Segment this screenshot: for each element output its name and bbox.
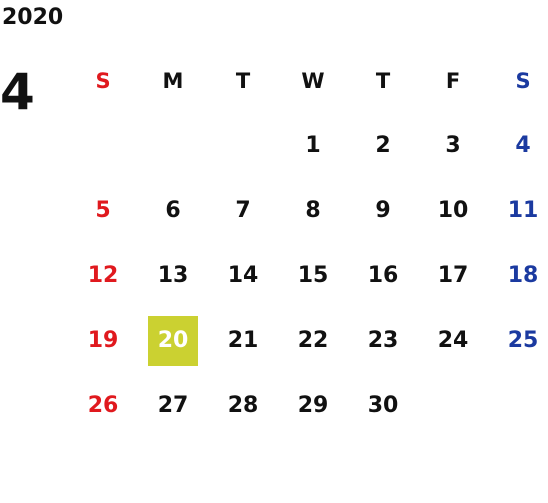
day-cell <box>488 373 548 438</box>
weekday-header-sun: S <box>95 68 111 93</box>
day-cell[interactable]: 1 <box>305 133 321 158</box>
day-cell[interactable]: 28 <box>227 393 259 418</box>
today-highlight: 20 <box>148 315 198 366</box>
day-cell[interactable]: 14 <box>227 263 259 288</box>
day-cell[interactable]: 15 <box>297 263 329 288</box>
weekday-header-thu: T <box>375 68 391 93</box>
day-cell[interactable]: 19 <box>87 328 119 353</box>
month-label: 4 <box>0 63 35 121</box>
day-cell[interactable]: 25 <box>507 328 539 353</box>
day-cell[interactable]: 18 <box>507 263 539 288</box>
today-cell[interactable]: 20 <box>138 308 208 373</box>
weekday-header-fri: F <box>445 68 461 93</box>
day-cell[interactable]: 27 <box>157 393 189 418</box>
day-cell[interactable]: 21 <box>227 328 259 353</box>
day-cell[interactable]: 8 <box>305 198 321 223</box>
day-cell[interactable]: 30 <box>367 393 399 418</box>
calendar-grid: S M T W T F S 1 2 3 4 5 6 7 8 9 10 11 12… <box>68 48 548 438</box>
day-cell[interactable]: 6 <box>165 198 181 223</box>
day-cell[interactable]: 12 <box>87 263 119 288</box>
day-cell[interactable]: 4 <box>515 133 531 158</box>
day-cell[interactable]: 13 <box>157 263 189 288</box>
day-cell[interactable]: 29 <box>297 393 329 418</box>
day-cell <box>68 113 138 178</box>
weekday-header-tue: T <box>235 68 251 93</box>
day-cell[interactable]: 2 <box>375 133 391 158</box>
year-label: 2020 <box>2 5 64 30</box>
day-cell <box>208 113 278 178</box>
weekday-header-sat: S <box>515 68 531 93</box>
day-cell[interactable]: 23 <box>367 328 399 353</box>
day-cell <box>138 113 208 178</box>
day-cell[interactable]: 22 <box>297 328 329 353</box>
day-cell[interactable]: 17 <box>437 263 469 288</box>
day-cell[interactable]: 11 <box>507 198 539 223</box>
day-cell[interactable]: 9 <box>375 198 391 223</box>
day-cell[interactable]: 10 <box>437 198 469 223</box>
day-cell[interactable]: 3 <box>445 133 461 158</box>
day-cell[interactable]: 26 <box>87 393 119 418</box>
weekday-header-wed: W <box>301 68 325 93</box>
day-cell[interactable]: 5 <box>95 198 111 223</box>
day-cell[interactable]: 24 <box>437 328 469 353</box>
day-cell[interactable]: 16 <box>367 263 399 288</box>
day-cell <box>418 373 488 438</box>
day-cell[interactable]: 7 <box>235 198 251 223</box>
weekday-header-mon: M <box>162 68 184 93</box>
